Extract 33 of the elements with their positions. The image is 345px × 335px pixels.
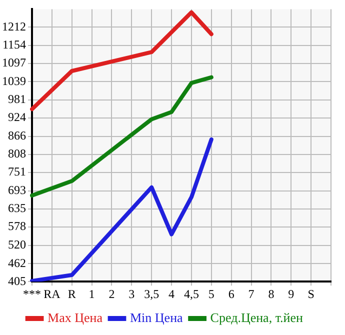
y-tick-label: 1154: [2, 38, 26, 52]
x-tick-label: R: [68, 286, 76, 301]
legend-label: Сред.Цена, т.йен: [210, 310, 304, 325]
y-tick-label: 462: [8, 256, 26, 270]
y-tick-label: 924: [8, 110, 26, 124]
x-tick-label: 9: [288, 286, 294, 301]
y-tick-label: 405: [8, 274, 26, 288]
x-tick-label: 2: [108, 286, 115, 301]
x-tick-label: 1: [88, 286, 95, 301]
y-tick-label: 751: [8, 164, 26, 179]
x-tick-label: RA: [44, 286, 61, 301]
y-tick-label: 520: [8, 238, 26, 252]
y-tick-label: 866: [8, 128, 26, 142]
y-tick-label: 1097: [2, 56, 26, 70]
x-tick-label: ***: [23, 286, 41, 301]
x-tick-label: S: [308, 286, 314, 301]
y-tick-label: 1212: [2, 19, 26, 34]
x-tick-label: 7: [248, 286, 254, 301]
x-tick-label: 6: [228, 286, 234, 301]
x-tick-label: 4,5: [184, 286, 199, 301]
y-tick-label: 635: [8, 201, 26, 216]
y-tick-label: 693: [8, 182, 26, 197]
legend-label: Min Цена: [130, 310, 184, 325]
y-tick-label: 981: [8, 92, 26, 106]
y-tick-label: 1039: [2, 74, 26, 88]
x-tick-label: 5: [208, 286, 214, 301]
y-tick-label: 808: [8, 146, 26, 161]
x-tick-label: 3: [128, 286, 135, 301]
x-tick-label: 4: [168, 286, 175, 301]
y-tick-label: 578: [8, 219, 26, 234]
legend-label: Max Цена: [48, 310, 103, 325]
x-tick-label: 3,5: [144, 286, 160, 301]
x-tick-label: 8: [268, 286, 274, 301]
